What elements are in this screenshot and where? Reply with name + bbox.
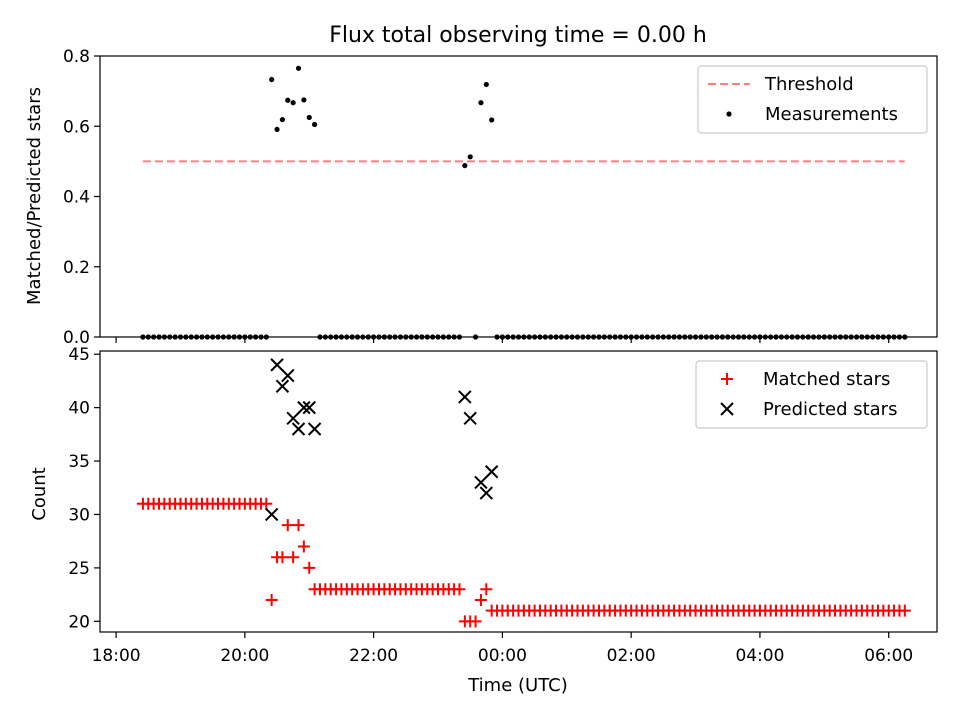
count-y-tick-label: 40 [68, 399, 90, 419]
matched-star-point [453, 583, 466, 596]
x-tick-label: 22:00 [349, 646, 398, 666]
predicted-star-point [270, 358, 284, 372]
matched-star-point [281, 519, 294, 532]
count-y-tick-label: 25 [68, 559, 90, 579]
count-y-tick-label: 35 [68, 452, 90, 472]
x-axis-label: Time (UTC) [467, 675, 568, 696]
predicted-star-point [264, 507, 279, 522]
count-axes-frame [99, 350, 938, 633]
count-legend-box [695, 360, 928, 429]
legend-predicted-swatch [720, 402, 734, 416]
x-tick-label: 20:00 [220, 646, 269, 666]
measurement-point [269, 76, 275, 83]
legend-measurements-label: Measurements [765, 104, 898, 125]
matched-star-point [474, 593, 487, 606]
count-y-tick-label: 30 [68, 505, 90, 525]
count-y-tick-label: 45 [68, 345, 90, 365]
predicted-star-point [474, 475, 488, 490]
predicted-star-point [291, 422, 306, 436]
matched-star-point [480, 583, 493, 596]
measurement-point [306, 114, 312, 121]
matched-star-point [292, 519, 305, 532]
predicted-star-point [275, 379, 290, 393]
predicted-star-point [463, 411, 477, 426]
predicted-star-point [479, 486, 494, 500]
count-y-ticks: 20 25 30 35 40 45 [68, 345, 100, 632]
ratio-x-ticks [115, 337, 890, 343]
matched-star-point [297, 540, 310, 553]
matched-star-point [898, 604, 911, 617]
predicted-star-point [286, 411, 300, 426]
ratio-y-ticks: 0.0 0.2 0.4 0.6 0.8 [63, 47, 100, 348]
predicted-star-point [297, 400, 311, 415]
x-tick-label: 18:00 [92, 646, 141, 666]
predicted-star-point [458, 390, 472, 404]
predicted-stars-layer [264, 358, 499, 522]
ratio-y-tick-label: 0.8 [63, 47, 90, 67]
measurement-point [274, 126, 280, 133]
ratio-panel: 0.00.20.40.60.8 Matched/Predicted stars … [24, 47, 938, 348]
count-y-tick-label: 20 [68, 612, 90, 632]
measurement-point [312, 121, 318, 128]
ratio-legend: Threshold Measurements [697, 65, 928, 134]
matched-star-point [276, 551, 289, 564]
matched-star-point [469, 615, 482, 628]
legend-matched-label: Matched stars [763, 369, 890, 390]
ratio-y-tick-label: 0.2 [63, 258, 90, 278]
measurement-point [295, 65, 302, 71]
legend-measurements-swatch [726, 111, 732, 117]
matched-stars-layer [136, 497, 911, 628]
legend-threshold-label: Threshold [764, 74, 854, 95]
measurement-point [483, 81, 489, 88]
ratio-y-tick-label: 0.4 [63, 188, 90, 208]
ratio-legend-box [697, 65, 928, 134]
measurement-point [478, 100, 484, 106]
count-y-axis-label: Count [29, 467, 50, 520]
measurement-point [467, 154, 473, 160]
x-tick-label: 02:00 [607, 646, 656, 666]
measurement-point [489, 117, 495, 123]
count-panel: 20 25 30 35 40 45 18:00 20:00 22:00 00:00 02:00 04… [29, 345, 938, 696]
ratio-y-tick-label: 0.6 [63, 117, 90, 137]
measurement-point [279, 116, 286, 123]
x-tick-label: 00:00 [478, 646, 527, 666]
predicted-star-point [484, 465, 499, 479]
legend-predicted-label: Predicted stars [763, 399, 897, 420]
measurement-point [301, 97, 307, 103]
count-legend: Matched stars Predicted stars [695, 360, 928, 429]
measurement-point [462, 162, 468, 169]
measurement-point [285, 97, 291, 103]
x-tick-label: 06:00 [864, 646, 913, 666]
matched-star-point [287, 551, 300, 564]
x-tick-label: 04:00 [735, 646, 784, 666]
predicted-star-point [302, 400, 316, 415]
measurement-point [290, 100, 296, 106]
matched-star-point [265, 593, 278, 606]
predicted-star-point [307, 422, 322, 436]
legend-matched-swatch [721, 373, 733, 385]
count-x-ticks: 18:00 20:00 22:00 00:00 02:00 04:00 06:00 [92, 632, 913, 666]
predicted-star-point [281, 368, 295, 383]
ratio-y-axis-label: Matched/Predicted stars [24, 87, 45, 305]
ratio-y-tick-label: 0.0 [63, 328, 90, 348]
matched-star-point [260, 497, 273, 510]
matched-star-point [303, 561, 316, 574]
chart-title: Flux total observing time = 0.00 h [329, 23, 707, 48]
